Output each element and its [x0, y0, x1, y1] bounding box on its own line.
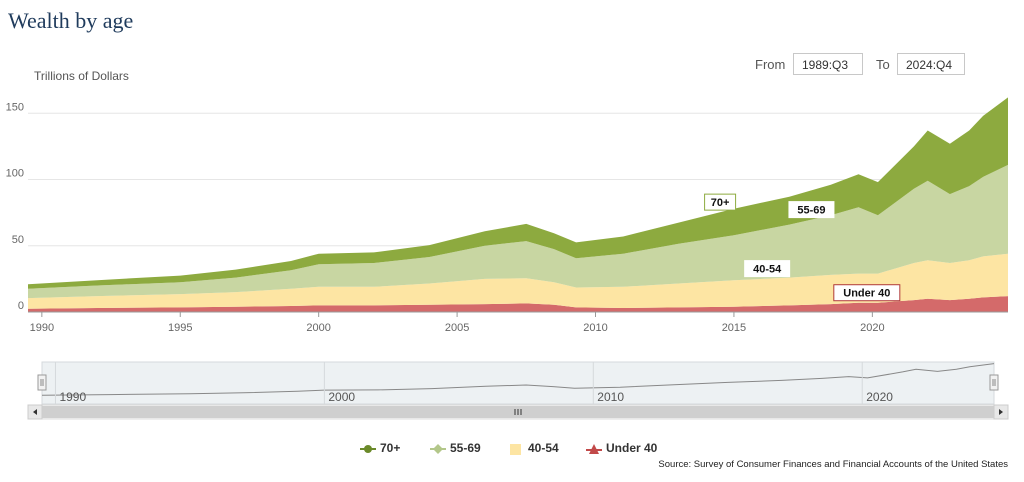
y-axis: 0 50 100 150: [6, 101, 24, 312]
area-under-40[interactable]: [28, 296, 1008, 312]
chart-title: Wealth by age: [8, 8, 134, 33]
navigator-tick-label: 1990: [59, 390, 86, 404]
x-tick-label: 1990: [30, 322, 54, 334]
series-annotations: 70+ 55-69 40-54 Under 40: [704, 193, 901, 302]
y-tick-label: 150: [6, 101, 24, 113]
legend-item-55-69[interactable]: 55-69: [430, 438, 481, 458]
y-tick-label: 100: [6, 168, 24, 180]
wealth-area-chart: Trillions of Dollars 1990 1995 2000 2005 201…: [6, 69, 1009, 420]
scroll-left-arrow[interactable]: [27, 404, 43, 420]
annotation-70plus: 70+: [704, 193, 737, 211]
x-tick-label: 2005: [445, 322, 469, 334]
annotation-label: Under 40: [843, 288, 890, 300]
legend-label-under-40: Under 40: [606, 441, 658, 455]
date-range-selector: From 1989:Q3 To 2024:Q4: [740, 53, 1020, 79]
navigator-tick-label: 2020: [866, 390, 893, 404]
scroll-right-arrow[interactable]: [993, 404, 1009, 420]
x-tick-label: 2020: [860, 322, 884, 334]
source-note: Source: Survey of Consumer Finances and …: [658, 459, 1008, 470]
x-tick-label: 2010: [583, 322, 607, 334]
annotation-under-40: Under 40: [833, 284, 901, 302]
annotation-55-69: 55-69: [788, 201, 835, 219]
legend-label-70plus: 70+: [380, 441, 401, 455]
y-axis-label: Trillions of Dollars: [34, 69, 129, 83]
range-navigator[interactable]: 1990 2000 2010 2020: [27, 361, 1009, 420]
x-axis: 1990 1995 2000 2005 2010 2015 2020: [30, 312, 885, 334]
area-70plus[interactable]: [28, 97, 1008, 289]
annotation-label: 55-69: [797, 205, 825, 217]
annotation-label: 70+: [711, 197, 730, 209]
legend: 70+ 55-69 40-54 Under 40: [360, 438, 680, 458]
annotation-label: 40-54: [753, 264, 782, 276]
navigator-tick-label: 2000: [328, 390, 355, 404]
navigator-series-line: [41, 363, 995, 396]
y-tick-label: 50: [12, 234, 24, 246]
x-tick-label: 1995: [168, 322, 192, 334]
from-label: From: [755, 57, 786, 72]
annotation-40-54: 40-54: [744, 260, 791, 278]
legend-item-40-54[interactable]: 40-54: [508, 438, 559, 458]
navigator-tick-label: 2010: [597, 390, 624, 404]
navigator-left-handle[interactable]: [37, 374, 47, 391]
legend-label-55-69: 55-69: [450, 441, 481, 455]
legend-item-under-40[interactable]: Under 40: [586, 438, 657, 458]
x-tick-label: 2015: [722, 322, 746, 334]
legend-label-40-54: 40-54: [528, 441, 559, 455]
y-tick-label: 0: [18, 300, 24, 312]
to-date-input[interactable]: 2024:Q4: [897, 53, 965, 75]
area-series: [28, 97, 1008, 313]
to-label: To: [876, 57, 890, 72]
x-tick-label: 2000: [306, 322, 330, 334]
legend-item-70plus[interactable]: 70+: [360, 438, 400, 458]
area-40-54[interactable]: [28, 253, 1008, 309]
navigator-right-handle[interactable]: [989, 374, 999, 391]
from-date-input[interactable]: 1989:Q3: [793, 53, 863, 75]
navigator-window[interactable]: [41, 361, 995, 405]
